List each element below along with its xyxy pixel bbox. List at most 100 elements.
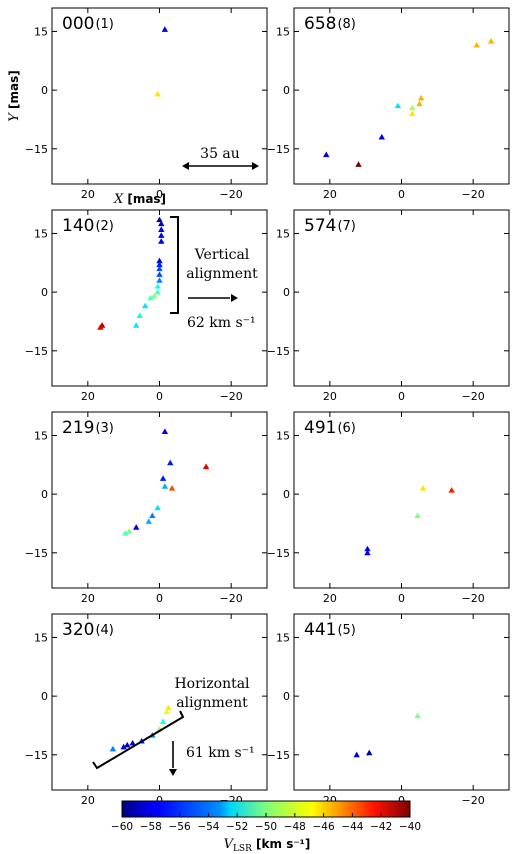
maser-spot bbox=[156, 271, 163, 277]
x-tick-label: 0 bbox=[398, 188, 405, 201]
x-tick-label: 20 bbox=[81, 188, 95, 201]
y-tick-label: −15 bbox=[267, 749, 290, 762]
arrow-head bbox=[169, 769, 177, 776]
maser-spot bbox=[149, 512, 156, 519]
maser-spot bbox=[141, 302, 149, 309]
maser-spot bbox=[154, 288, 161, 295]
maser-spot bbox=[156, 277, 163, 283]
x-tick-label: 0 bbox=[156, 592, 163, 605]
panel-epoch-label: 658(8) bbox=[304, 14, 356, 34]
maser-spot bbox=[378, 133, 385, 140]
scale-bar-label: 35 au bbox=[200, 146, 240, 162]
panel-219: 20 0 −20 15 0 −15 219(3) bbox=[25, 411, 268, 605]
velocity-label: 61 km s⁻¹ bbox=[186, 745, 255, 761]
y-tick-label: −15 bbox=[25, 345, 48, 358]
x-tick-label: 0 bbox=[398, 390, 405, 403]
colorbar-tick-label: −56 bbox=[169, 821, 191, 833]
maser-spot bbox=[414, 512, 421, 519]
colorbar-tick-label: −46 bbox=[313, 821, 335, 833]
panel-epoch-label: 140(2) bbox=[62, 216, 114, 236]
panel-frame bbox=[293, 411, 510, 589]
maser-spot bbox=[414, 712, 421, 719]
maser-spot bbox=[124, 741, 131, 748]
x-tick-label: −20 bbox=[462, 592, 485, 605]
x-tick-label: 0 bbox=[398, 592, 405, 605]
maser-spot bbox=[154, 504, 161, 511]
y-tick-label: 15 bbox=[276, 631, 290, 644]
y-tick-label: 15 bbox=[276, 25, 290, 38]
maser-spot bbox=[154, 283, 161, 289]
colorbar-label-var: V bbox=[224, 837, 235, 852]
maser-spot bbox=[158, 238, 165, 244]
x-tick-label: 0 bbox=[156, 390, 163, 403]
maser-spot bbox=[487, 38, 495, 44]
colorbar-tick-label: −40 bbox=[399, 821, 421, 833]
y-axis-label-unit: [mas] bbox=[7, 70, 21, 109]
panel-epoch-label: 219(3) bbox=[62, 418, 114, 438]
maser-spot bbox=[165, 704, 172, 711]
maser-spot bbox=[159, 718, 167, 724]
panel-index-label: (7) bbox=[337, 219, 355, 234]
panel-index-label: (2) bbox=[95, 219, 113, 234]
x-axis-label-unit: [mas] bbox=[127, 192, 166, 206]
maser-spot bbox=[158, 232, 165, 238]
colorbar-label-sub: LSR bbox=[233, 844, 252, 854]
maser-spot bbox=[448, 487, 455, 493]
y-tick-label: −15 bbox=[25, 749, 48, 762]
panel-frame bbox=[293, 613, 510, 791]
colorbar-label-unit: [km s⁻¹] bbox=[252, 837, 311, 851]
colorbar-tick-label: −50 bbox=[255, 821, 277, 833]
maser-spot bbox=[154, 90, 161, 97]
y-tick-label: 0 bbox=[283, 690, 290, 703]
panel-index-label: (3) bbox=[95, 421, 113, 436]
velocity-label: 62 km s⁻¹ bbox=[187, 315, 256, 331]
scale-bar: 35 au bbox=[182, 146, 259, 170]
maser-spot bbox=[418, 94, 425, 101]
maser-spot bbox=[353, 751, 360, 758]
x-tick-label: −20 bbox=[220, 592, 243, 605]
colorbar-tick-label: −52 bbox=[226, 821, 248, 833]
x-tick-label: −20 bbox=[462, 794, 485, 807]
maser-spot bbox=[394, 102, 402, 109]
colorbar-tick-label: −60 bbox=[111, 821, 133, 833]
y-tick-label: 0 bbox=[41, 286, 48, 299]
maser-spot bbox=[161, 428, 169, 434]
maser-spot bbox=[416, 100, 423, 107]
panel-epoch-label: 441(5) bbox=[304, 620, 356, 640]
maser-spot bbox=[125, 528, 133, 534]
arrow-head bbox=[252, 162, 259, 170]
maser-spot bbox=[150, 292, 158, 299]
maser-spot bbox=[97, 324, 104, 330]
y-tick-label: 15 bbox=[34, 227, 48, 240]
maser-spot bbox=[158, 220, 165, 227]
y-tick-label: 15 bbox=[34, 25, 48, 38]
x-tick-label: 20 bbox=[81, 794, 95, 807]
panel-index-label: (6) bbox=[337, 421, 355, 436]
maser-spot bbox=[145, 518, 152, 524]
horizontal-alignment-annotation: Horizontal alignment 61 km s⁻¹ bbox=[92, 676, 255, 776]
maser-spot bbox=[161, 26, 169, 32]
x-tick-label: 20 bbox=[81, 592, 95, 605]
y-tick-label: −15 bbox=[267, 143, 290, 156]
maser-spot bbox=[366, 749, 373, 756]
vertical-alignment-label: alignment bbox=[186, 266, 258, 282]
y-tick-label: 0 bbox=[41, 690, 48, 703]
horizontal-alignment-label: Horizontal bbox=[174, 676, 250, 692]
maser-spot bbox=[120, 743, 127, 750]
x-tick-label: 20 bbox=[81, 390, 95, 403]
panel-epoch-label: 574(7) bbox=[304, 216, 356, 236]
panel-491: 20 0 −20 15 0 −15 491(6) bbox=[267, 411, 510, 605]
colorbar-tick-label: −58 bbox=[140, 821, 162, 833]
y-tick-label: 15 bbox=[276, 429, 290, 442]
x-tick-label: −20 bbox=[220, 390, 243, 403]
panel-index-label: (8) bbox=[337, 17, 355, 32]
x-axis-label-var: X bbox=[113, 192, 127, 207]
x-tick-label: 20 bbox=[323, 592, 337, 605]
y-axis-label: Y [mas] bbox=[7, 70, 22, 121]
x-tick-label: −20 bbox=[220, 188, 243, 201]
maser-spot bbox=[409, 104, 416, 111]
y-axis-label-var: Y bbox=[7, 109, 22, 122]
panel-140: 20 0 −20 15 0 −15 140(2) bbox=[25, 209, 268, 403]
